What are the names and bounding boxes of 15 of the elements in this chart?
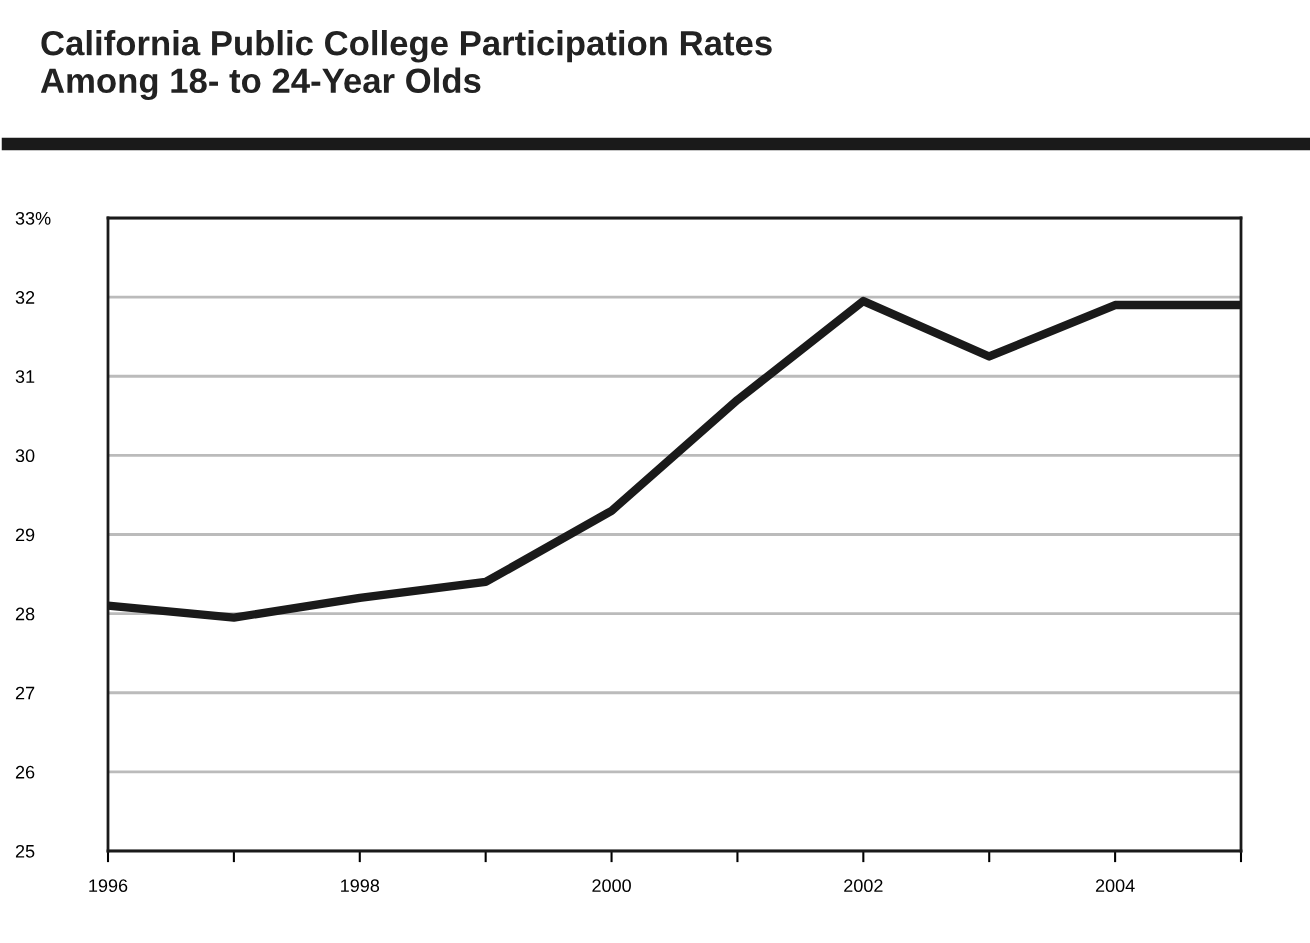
y-tick-label: 29 — [15, 528, 35, 542]
y-tick-label: 26 — [15, 765, 35, 779]
y-tick-label: 25 — [15, 844, 35, 858]
x-tick-label: 1998 — [341, 879, 380, 893]
y-tick-label: 27 — [15, 686, 35, 700]
y-tick-label: 28 — [15, 607, 35, 621]
y-tick-label: 33% — [15, 211, 51, 225]
chart-title: California Public College Participation Rates Among 18- to 24-Year Olds — [40, 30, 772, 101]
x-tick-label: 2002 — [844, 879, 883, 893]
y-tick-label: 30 — [15, 449, 35, 463]
y-tick-label: 32 — [15, 291, 35, 304]
x-tick-label: 2004 — [1095, 879, 1135, 893]
x-tick-label: 1996 — [89, 879, 128, 893]
x-tick-label: 2000 — [592, 879, 631, 893]
y-tick-label: 31 — [15, 370, 35, 383]
